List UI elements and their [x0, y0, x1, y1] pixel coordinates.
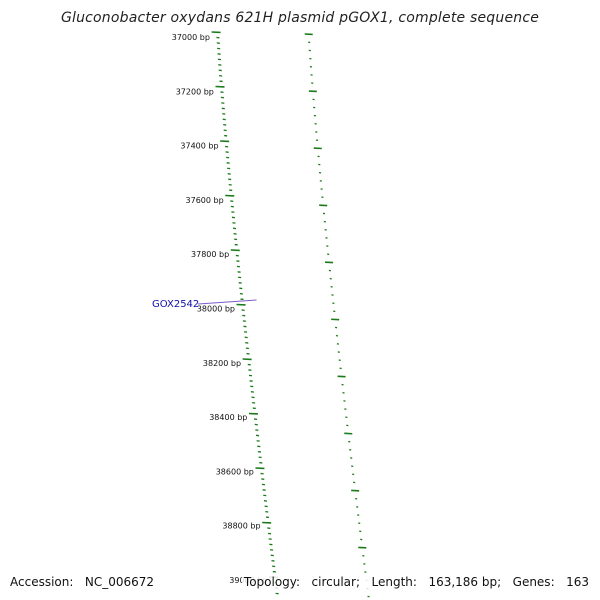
tick-label: 37400 bp — [180, 142, 218, 151]
tick-label: 37000 bp — [172, 33, 210, 42]
sequence-summary: Topology: circular; Length: 163,186 bp; … — [241, 575, 591, 589]
tick-label: 37600 bp — [186, 196, 224, 205]
map-title: Gluconobacter oxydans 621H plasmid pGOX1… — [60, 10, 540, 26]
accession-info: Accession: NC_006672 — [8, 575, 157, 589]
accession-label: Accession: — [10, 575, 74, 589]
inner-tick-ring — [211, 31, 279, 595]
genes-value: 163 — [566, 575, 589, 589]
tick-label: 37200 bp — [176, 87, 214, 96]
accession-value: NC_006672 — [84, 575, 155, 589]
outer-tick-ring — [304, 33, 370, 598]
gene-annotation: GOX2542 — [152, 299, 257, 310]
tick-label: 38000 bp — [197, 305, 235, 314]
topology-value: circular — [311, 575, 356, 589]
length-value: 163,186 bp — [428, 575, 498, 589]
tick-label: 38200 bp — [203, 359, 241, 368]
gene-label[interactable]: GOX2542 — [152, 299, 199, 310]
tick-label: 38600 bp — [216, 467, 254, 476]
tick-label: 38400 bp — [209, 413, 247, 422]
topology-label: Topology: — [243, 575, 301, 589]
length-label: Length: — [371, 575, 417, 589]
gene-leader-line — [197, 299, 257, 305]
tick-label: 37800 bp — [191, 250, 229, 259]
genes-label: Genes: — [512, 575, 555, 589]
tick-label: 38800 bp — [222, 522, 260, 531]
